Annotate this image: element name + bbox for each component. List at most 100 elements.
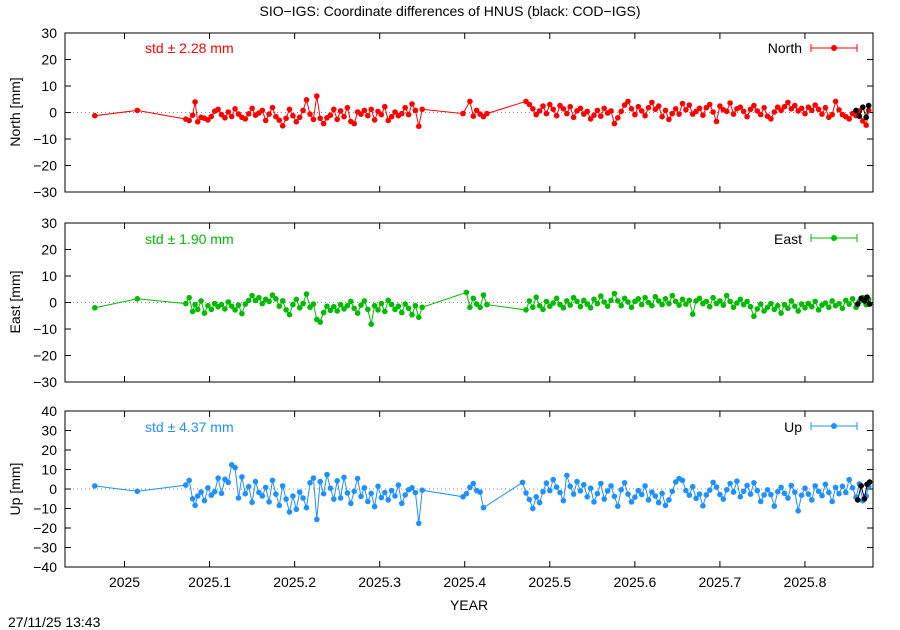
east-data-point — [598, 293, 604, 299]
east-data-point — [785, 305, 791, 312]
east-data-point — [317, 319, 324, 325]
north-data-point — [865, 107, 872, 114]
up-data-point — [331, 496, 337, 502]
north-data-point — [460, 110, 466, 117]
up-data-point — [740, 488, 747, 495]
north-data-point — [530, 106, 536, 112]
east-data-point — [720, 302, 727, 308]
up-data-point — [713, 484, 720, 490]
north-data-point — [402, 104, 409, 111]
up-data-point — [245, 483, 252, 490]
up-data-point — [819, 492, 825, 499]
up-data-point — [832, 484, 839, 491]
up-data-point — [344, 490, 351, 496]
up-y-tick-label: −20 — [33, 520, 57, 536]
east-data-point — [829, 298, 835, 304]
up-data-point — [802, 485, 808, 492]
north-black-data-point — [856, 113, 863, 119]
north-data-point — [757, 111, 764, 118]
x-tick-label: 2025.7 — [698, 574, 741, 590]
east-black-data-point — [866, 301, 873, 307]
up-data-point — [720, 496, 727, 502]
up-data-point — [717, 491, 723, 498]
east-data-point — [581, 297, 587, 304]
up-data-point — [581, 481, 587, 488]
north-data-point — [836, 107, 842, 113]
east-data-point — [730, 304, 737, 311]
north-black-data-point — [860, 104, 866, 110]
up-data-point — [218, 490, 225, 497]
north-data-point — [625, 98, 631, 105]
north-data-point — [819, 111, 825, 117]
north-y-tick-label: 30 — [41, 25, 57, 41]
north-data-point — [815, 106, 822, 113]
up-data-point — [836, 490, 842, 497]
x-tick-label: 2025.3 — [358, 574, 401, 590]
up-data-point — [399, 500, 405, 507]
north-data-point — [662, 107, 669, 114]
east-data-point — [574, 298, 580, 305]
east-data-point — [628, 304, 635, 311]
north-data-point — [419, 106, 426, 113]
north-data-point — [334, 116, 341, 123]
north-data-point — [798, 105, 805, 112]
east-data-point — [655, 298, 662, 304]
up-data-point — [266, 499, 272, 505]
north-data-point — [245, 111, 252, 117]
up-data-point — [409, 485, 415, 491]
east-data-point — [470, 295, 477, 302]
north-y-tick-label: −10 — [33, 131, 57, 147]
up-data-point — [621, 480, 628, 486]
north-data-point — [666, 116, 672, 123]
north-data-point — [286, 106, 293, 113]
up-data-point — [798, 492, 805, 499]
up-data-point — [638, 491, 645, 498]
east-data-point — [296, 305, 303, 311]
north-data-point — [754, 108, 761, 114]
north-data-point — [723, 108, 730, 115]
east-data-point — [259, 300, 266, 307]
up-data-point — [530, 505, 536, 512]
up-data-point — [419, 487, 426, 494]
north-data-point — [594, 107, 601, 114]
east-data-point — [354, 310, 361, 316]
east-data-point — [560, 305, 567, 311]
up-data-point — [693, 495, 699, 502]
up-data-point — [283, 496, 289, 502]
up-data-point — [560, 497, 567, 504]
east-data-point — [208, 306, 215, 313]
east-data-point — [399, 309, 405, 316]
north-legend-label: North — [768, 40, 802, 56]
east-data-point — [92, 305, 98, 311]
east-data-point — [300, 300, 306, 307]
east-data-point — [839, 305, 846, 312]
up-data-point — [205, 485, 211, 491]
north-data-point — [822, 104, 829, 111]
north-data-point — [621, 102, 628, 108]
east-y-tick-label: 0 — [49, 295, 57, 311]
north-data-point — [601, 105, 607, 112]
up-data-point — [788, 482, 795, 489]
east-data-point — [761, 308, 767, 314]
up-data-point — [293, 506, 300, 513]
east-data-point — [594, 300, 601, 307]
east-data-point — [778, 310, 784, 316]
east-data-point — [764, 304, 771, 311]
east-data-point — [788, 298, 795, 304]
north-data-point — [632, 111, 638, 118]
east-data-point — [822, 300, 829, 306]
north-data-point — [317, 115, 324, 122]
east-data-point — [621, 295, 628, 302]
north-data-point — [242, 116, 249, 122]
east-data-point — [757, 301, 764, 307]
east-data-point — [744, 298, 750, 305]
east-data-point — [222, 306, 228, 312]
north-data-point — [649, 99, 655, 106]
east-data-point — [659, 301, 665, 308]
east-data-point — [405, 305, 412, 312]
up-data-point — [134, 488, 141, 495]
east-legend-marker — [831, 235, 837, 241]
up-data-point — [734, 478, 740, 485]
north-data-point — [540, 103, 546, 109]
